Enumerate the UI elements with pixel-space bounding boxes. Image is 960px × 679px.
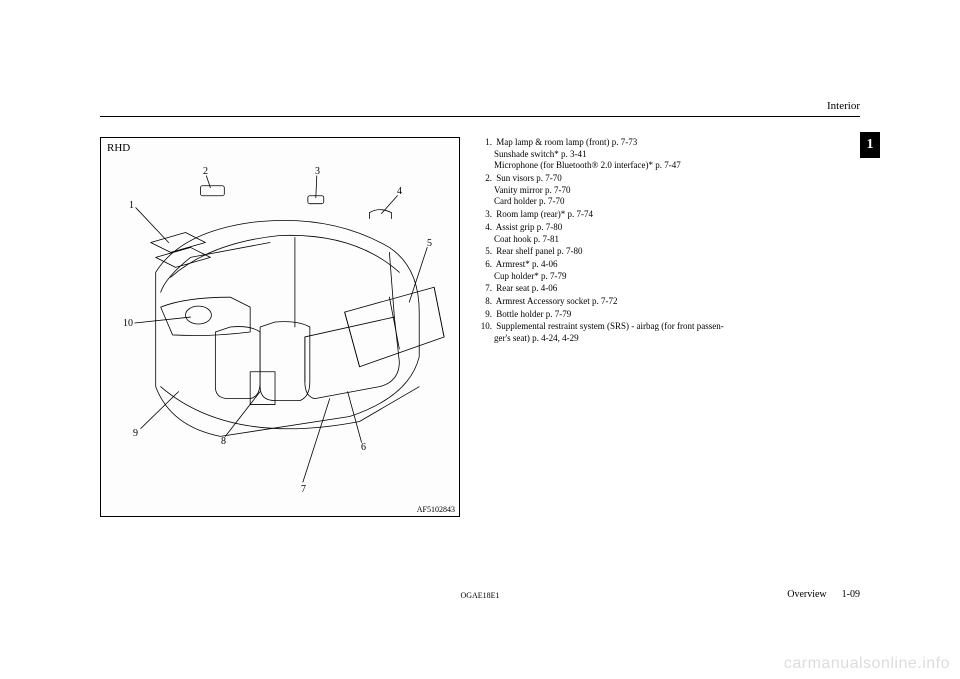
legend-list: 1. Map lamp & room lamp (front) p. 7-73S… xyxy=(480,137,860,517)
legend-item: 10. Supplemental restraint system (SRS) … xyxy=(494,321,860,344)
legend-subline: Microphone (for Bluetooth® 2.0 interface… xyxy=(494,160,860,172)
rule-top xyxy=(100,116,860,117)
legend-item: 3. Room lamp (rear)* p. 7-74 xyxy=(494,209,860,221)
legend-num: 6. xyxy=(480,259,492,271)
content-row: RHD AF5102843 1 2 3 4 5 6 7 8 9 10 xyxy=(100,137,860,517)
chapter-tab: 1 xyxy=(860,132,880,158)
section-title: Interior xyxy=(100,100,860,116)
footer-chapter: Overview xyxy=(787,589,826,600)
legend-item: 1. Map lamp & room lamp (front) p. 7-73S… xyxy=(494,137,860,172)
legend-num: 9. xyxy=(480,309,492,321)
legend-num: 1. xyxy=(480,137,492,149)
interior-svg xyxy=(101,138,459,516)
legend-item: 8. Armrest Accessory socket p. 7-72 xyxy=(494,296,860,308)
legend-item: 7. Rear seat p. 4-06 xyxy=(494,283,860,295)
legend-num: 5. xyxy=(480,246,492,258)
legend-subline: Coat hook p. 7-81 xyxy=(494,234,860,246)
legend-subline: Card holder p. 7-70 xyxy=(494,196,860,208)
doc-code: OGAE18E1 xyxy=(460,591,499,600)
legend-num: 3. xyxy=(480,209,492,221)
legend-item: 5. Rear shelf panel p. 7-80 xyxy=(494,246,860,258)
footer-right: Overview 1-09 xyxy=(787,589,860,600)
legend-num: 4. xyxy=(480,222,492,234)
page: Interior 1 RHD AF5102843 1 2 3 4 5 6 7 8… xyxy=(100,100,860,600)
legend-item: 6. Armrest* p. 4-06Cup holder* p. 7-79 xyxy=(494,259,860,282)
legend-item: 9. Bottle holder p. 7-79 xyxy=(494,309,860,321)
footer-page: 1-09 xyxy=(842,589,860,600)
legend-subline: ger's seat) p. 4-24, 4-29 xyxy=(494,333,860,345)
legend-num: 7. xyxy=(480,283,492,295)
legend-subline: Cup holder* p. 7-79 xyxy=(494,271,860,283)
legend-item: 2. Sun visors p. 7-70Vanity mirror p. 7-… xyxy=(494,173,860,208)
legend-subline: Sunshade switch* p. 3-41 xyxy=(494,149,860,161)
watermark: carmanualsonline.info xyxy=(784,655,950,673)
legend-item: 4. Assist grip p. 7-80Coat hook p. 7-81 xyxy=(494,222,860,245)
legend-num: 2. xyxy=(480,173,492,185)
legend-num: 8. xyxy=(480,296,492,308)
interior-figure: RHD AF5102843 1 2 3 4 5 6 7 8 9 10 xyxy=(100,137,460,517)
legend-num: 10. xyxy=(480,321,492,333)
legend-subline: Vanity mirror p. 7-70 xyxy=(494,185,860,197)
